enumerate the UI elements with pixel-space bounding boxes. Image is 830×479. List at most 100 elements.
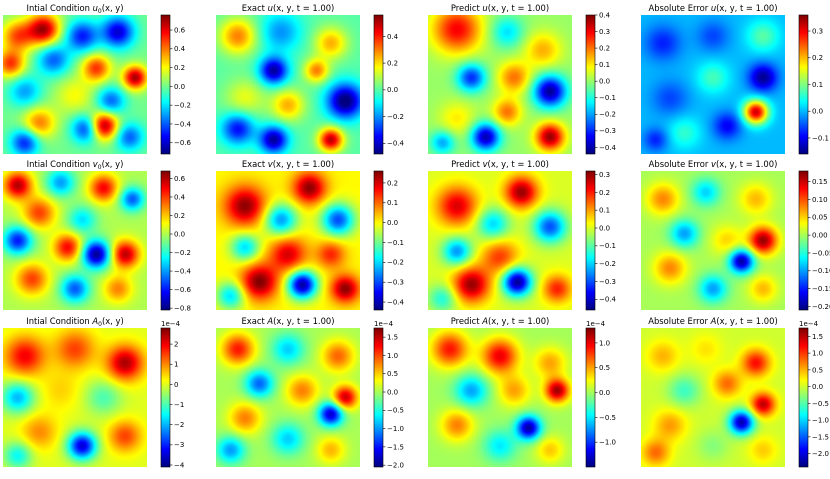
subplot-title: Exact v(x, y, t = 1.00)	[242, 159, 334, 169]
colorbar-tick-label: −1	[174, 401, 184, 409]
colorbar	[374, 171, 383, 310]
colorbar-tick-label: 0.0	[599, 78, 610, 86]
colorbar-tick-label: −1.5	[812, 433, 829, 441]
colorbar-tick-label: −0.4	[387, 298, 405, 306]
colorbar-tick-label: −0.6	[174, 286, 192, 294]
colorbar-exponent: 1e−4	[161, 320, 181, 328]
colorbar-tick-label: −2.0	[812, 450, 829, 458]
heatmap-image	[216, 328, 360, 467]
colorbar-tick-label: 0.1	[599, 61, 610, 69]
title-subscript: 0	[98, 8, 102, 15]
colorbar-tick-label: 0.2	[174, 64, 185, 72]
title-variable: u	[711, 3, 716, 13]
colorbar	[161, 171, 170, 310]
colorbar-frame	[585, 170, 596, 311]
title-args: (x, y, t = 1.00)	[273, 159, 334, 169]
colorbar-tick-label: −1.0	[387, 425, 404, 433]
subplot-title: Intial Condition u0(x, y)	[26, 3, 123, 15]
subplot-title: Absolute Error u(x, y, t = 1.00)	[648, 3, 777, 13]
colorbar	[799, 328, 808, 467]
title-prefix: Exact	[242, 159, 268, 169]
colorbar-tick-label: 0.2	[387, 179, 398, 187]
colorbar-frame	[798, 327, 809, 468]
title-args: (x, y, t = 1.00)	[273, 3, 334, 13]
colorbar	[161, 328, 170, 467]
colorbar-tick-label: −0.3	[599, 127, 616, 135]
colorbar-tick-label: 0.1	[599, 207, 610, 215]
colorbar-tick-label: 0.1	[387, 199, 398, 207]
title-args: (x, y, t = 1.00)	[488, 159, 549, 169]
colorbar-tick-label: 0.3	[599, 28, 610, 36]
colorbar-tick-label: −0.2	[599, 260, 616, 268]
subplot-5: Intial Condition v0(x, y) 0.6 0.4 0.2 0.0 −0.…	[3, 159, 192, 313]
heatmap-image	[3, 171, 147, 310]
colorbar-tick-label: 0.5	[812, 366, 823, 374]
colorbar-tick-label: 0.0	[387, 388, 398, 396]
title-args: (x, y, t = 1.00)	[716, 3, 777, 13]
colorbar-tick-label: −0.4	[387, 140, 405, 148]
colorbar-tick-label: 0.05	[812, 214, 828, 222]
colorbar	[799, 15, 808, 154]
colorbar-frame	[373, 170, 384, 311]
colorbar	[799, 171, 808, 310]
colorbar-tick-label: 0.4	[174, 45, 186, 53]
colorbar-frame	[160, 327, 171, 468]
colorbar-tick-label: −0.2	[174, 102, 191, 110]
colorbar-tick-label: 0.5	[387, 370, 398, 378]
colorbar-tick-label: 0.0	[174, 83, 185, 91]
colorbar-tick-label: −0.1	[599, 242, 616, 250]
colorbar-tick-label: −0.4	[599, 144, 617, 152]
colorbar-tick-label: 0.15	[812, 178, 828, 186]
title-variable: u	[93, 3, 98, 13]
colorbar	[586, 171, 595, 310]
colorbar-tick-label: 1.5	[812, 333, 823, 341]
colorbar-tick-label: 1.0	[812, 350, 823, 358]
colorbar-tick-label: −0.10	[812, 267, 830, 275]
title-variable: v	[483, 159, 489, 169]
title-subscript: 0	[98, 164, 102, 171]
heatmap-image	[3, 15, 147, 154]
colorbar-tick-label: 0.0	[174, 230, 185, 238]
title-prefix: Absolute Error	[649, 159, 711, 169]
title-args: (x, y)	[102, 316, 124, 326]
colorbar-tick-label: 1	[174, 361, 178, 369]
title-prefix: Predict	[451, 3, 483, 13]
colorbar-tick-label: −0.4	[174, 267, 192, 275]
colorbar-tick-label: −0.2	[387, 113, 404, 121]
colorbar-tick-label: 2	[174, 341, 178, 349]
title-args: (x, y)	[102, 159, 124, 169]
heatmap-image	[428, 15, 572, 154]
colorbar-frame	[373, 327, 384, 468]
title-prefix: Predict	[451, 159, 483, 169]
title-prefix: Intial Condition	[27, 159, 93, 169]
colorbar-exponent: 1e−4	[374, 320, 394, 328]
colorbar-tick-label: −0.05	[812, 249, 830, 257]
title-prefix: Absolute Error	[648, 316, 710, 326]
colorbar-frame	[373, 14, 384, 155]
colorbar-tick-label: −1.5	[387, 443, 404, 451]
subplot-title: Predict u(x, y, t = 1.00)	[451, 3, 549, 13]
title-prefix: Intial Condition	[26, 316, 92, 326]
heatmap-image	[641, 328, 785, 467]
colorbar-tick-label: 0.2	[599, 189, 610, 197]
colorbar-tick-label: 0.1	[812, 81, 823, 89]
title-args: (x, y, t = 1.00)	[716, 159, 777, 169]
colorbar-tick-label: −0.5	[812, 400, 829, 408]
colorbar-tick-label: 0.5	[599, 364, 610, 372]
title-args: (x, y, t = 1.00)	[488, 316, 549, 326]
heatmap-image	[216, 15, 360, 154]
colorbar-tick-label: 0.0	[599, 389, 610, 397]
colorbar-tick-label: 0.0	[387, 219, 398, 227]
colorbar-tick-label: −2	[174, 421, 184, 429]
heatmap-image	[3, 328, 147, 467]
colorbar-tick-label: −1.0	[812, 417, 829, 425]
subplot-12: Absolute Error A(x, y, t = 1.00) 1.5 1.0 0.…	[641, 316, 829, 468]
colorbar-tick-label: 0.6	[174, 26, 186, 34]
title-args: (x, y, t = 1.00)	[488, 3, 549, 13]
colorbar-tick-label: −2.0	[387, 462, 404, 470]
title-variable: A	[710, 316, 717, 326]
heatmap-image	[428, 171, 572, 310]
colorbar-tick-label: −0.8	[174, 305, 191, 313]
title-args: (x, y, t = 1.00)	[716, 316, 777, 326]
